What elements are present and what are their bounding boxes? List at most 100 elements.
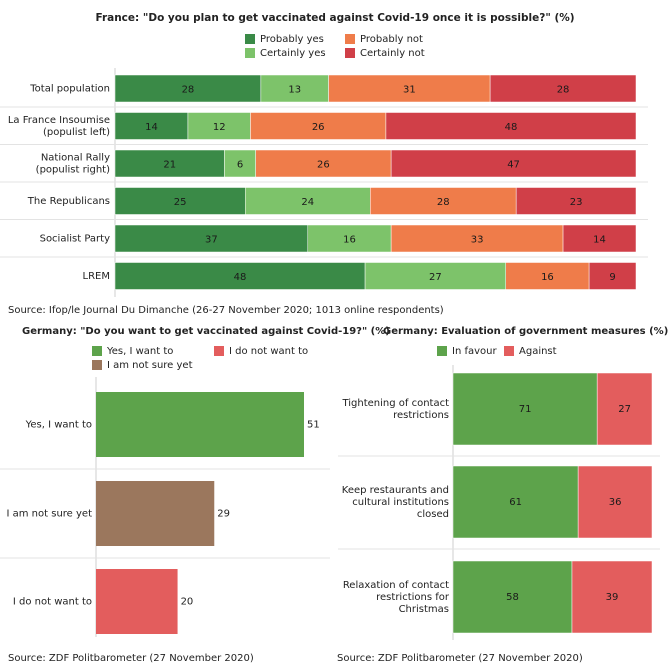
- data-label: 33: [471, 235, 484, 246]
- source-note: Source: ZDF Politbarometer (27 November …: [337, 653, 583, 664]
- source-note: Source: Ifop/le Journal Du Dimanche (26-…: [8, 305, 444, 316]
- bar: [577, 465, 653, 539]
- category-label: Socialist Party: [40, 234, 110, 245]
- category-label: LREM: [83, 271, 110, 282]
- bar: [562, 224, 637, 253]
- data-label: 28: [437, 197, 450, 208]
- bar: [255, 149, 392, 178]
- bar: [245, 187, 371, 215]
- data-label: 21: [163, 160, 176, 171]
- data-label: 71: [519, 404, 532, 415]
- bar: [390, 149, 637, 178]
- category-label: Keep restaurants and: [342, 485, 449, 496]
- legend-swatch-1: [504, 346, 514, 356]
- legend-label-0: Yes, I want to: [106, 346, 173, 357]
- legend-swatch-1: [214, 346, 224, 356]
- category-label: (populist left): [43, 127, 110, 138]
- category-label: I do not want to: [13, 597, 92, 608]
- data-label: 14: [593, 235, 606, 246]
- legend-label-1: Against: [519, 346, 557, 357]
- data-label: 48: [505, 122, 518, 133]
- data-label: 47: [507, 160, 520, 171]
- data-label: 26: [312, 122, 325, 133]
- chart-title: France: "Do you plan to get vaccinated a…: [95, 12, 574, 24]
- data-label: 58: [506, 592, 519, 603]
- data-label: 24: [301, 197, 314, 208]
- legend-swatch-2: [345, 34, 355, 44]
- category-label: Christmas: [399, 604, 449, 615]
- category-label: closed: [417, 509, 449, 520]
- bar: [515, 187, 637, 215]
- chart-title: Germany: "Do you want to get vaccinated …: [22, 326, 390, 337]
- chart-title: Germany: Evaluation of government measur…: [383, 326, 668, 337]
- category-label: La France Insoumise: [8, 115, 110, 126]
- bar: [114, 224, 309, 253]
- data-label: 51: [307, 420, 320, 431]
- bar: [385, 112, 637, 140]
- category-label: (populist right): [36, 165, 110, 176]
- bar: [452, 560, 573, 634]
- bar: [571, 560, 653, 634]
- data-label: 27: [618, 404, 631, 415]
- source-note: Source: ZDF Politbarometer (27 November …: [8, 653, 254, 664]
- bar: [96, 392, 304, 457]
- category-label: Tightening of contact: [341, 398, 449, 409]
- bar: [452, 372, 598, 446]
- legend-swatch-0: [245, 34, 255, 44]
- category-label: National Rally: [41, 153, 110, 164]
- data-label: 36: [609, 497, 622, 508]
- bar: [505, 262, 590, 290]
- data-label: 20: [181, 597, 194, 608]
- data-label: 12: [213, 122, 226, 133]
- legend-swatch-3: [345, 48, 355, 58]
- data-label: 26: [317, 160, 330, 171]
- bar: [328, 74, 491, 103]
- data-label: 14: [145, 122, 158, 133]
- bar: [114, 187, 246, 215]
- bar: [114, 74, 262, 103]
- data-label: 48: [234, 272, 247, 283]
- bar: [489, 74, 637, 103]
- category-label: The Republicans: [27, 196, 110, 207]
- legend-swatch-0: [92, 346, 102, 356]
- legend-label-1: I do not want to: [229, 346, 308, 357]
- legend-swatch-2: [92, 360, 102, 370]
- bar: [390, 224, 564, 253]
- bar: [224, 149, 256, 178]
- bar: [588, 262, 637, 290]
- category-label: restrictions for: [376, 592, 450, 603]
- bar: [96, 569, 178, 634]
- data-label: 16: [343, 235, 356, 246]
- bar: [96, 481, 215, 546]
- legend-label-3: Certainly not: [360, 48, 425, 59]
- legend-swatch-1: [245, 48, 255, 58]
- bar: [596, 372, 653, 446]
- data-label: 6: [237, 160, 243, 171]
- data-label: 25: [174, 197, 187, 208]
- legend-label-2: Probably not: [360, 34, 423, 45]
- category-label: Total population: [29, 84, 110, 95]
- bar: [260, 74, 329, 103]
- data-label: 61: [509, 497, 522, 508]
- data-label: 27: [429, 272, 442, 283]
- data-label: 29: [217, 509, 230, 520]
- data-label: 13: [288, 85, 301, 96]
- data-label: 28: [557, 85, 570, 96]
- data-label: 37: [205, 235, 218, 246]
- data-label: 39: [606, 592, 619, 603]
- bar: [452, 465, 579, 539]
- legend-label-1: Certainly yes: [260, 48, 326, 59]
- bar: [307, 224, 392, 253]
- legend-label-0: In favour: [452, 346, 497, 357]
- bar: [187, 112, 251, 140]
- legend-label-2: I am not sure yet: [107, 360, 193, 371]
- bar: [250, 112, 387, 140]
- category-label: cultural institutions: [352, 497, 449, 508]
- category-label: Relaxation of contact: [343, 580, 449, 591]
- category-label: I am not sure yet: [7, 509, 93, 520]
- data-label: 31: [403, 85, 416, 96]
- bar: [114, 149, 225, 178]
- data-label: 23: [570, 197, 583, 208]
- legend-swatch-0: [437, 346, 447, 356]
